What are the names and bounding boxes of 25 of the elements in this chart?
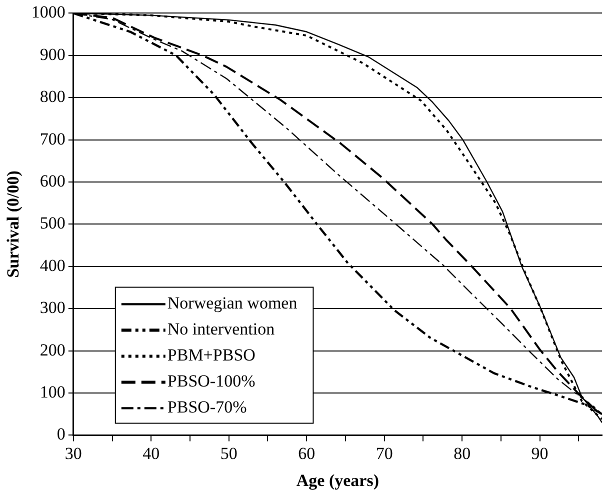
y-tick-label: 900 <box>40 44 66 64</box>
x-tick-label: 50 <box>220 444 238 463</box>
y-tick-label: 300 <box>40 298 66 318</box>
x-tick-label: 70 <box>376 444 393 463</box>
x-axis-title: Age (years) <box>296 471 380 490</box>
y-tick-label: 200 <box>40 340 66 360</box>
y-tick-label: 400 <box>40 256 66 275</box>
y-tick-label: 100 <box>40 382 66 402</box>
y-tick-label: 800 <box>40 87 66 106</box>
legend-label: PBSO-100% <box>167 372 256 391</box>
legend-label: No intervention <box>167 320 276 339</box>
legend-label: PBM+PBSO <box>167 346 256 365</box>
x-tick-label: 90 <box>531 444 548 463</box>
x-tick-label: 40 <box>142 444 160 463</box>
y-tick-label: 1000 <box>31 2 66 22</box>
y-tick-label: 600 <box>40 171 66 190</box>
legend-label: PBSO-70% <box>167 398 247 417</box>
y-tick-label: 500 <box>40 214 66 233</box>
x-tick-label: 30 <box>64 444 82 463</box>
y-tick-label: 700 <box>40 129 66 148</box>
legend-label: Norwegian women <box>167 294 298 313</box>
x-tick-label: 60 <box>298 444 316 463</box>
y-axis-title: Survival (0/00) <box>4 170 23 278</box>
y-tick-label: 0 <box>56 424 66 444</box>
x-tick-label: 80 <box>454 444 471 463</box>
